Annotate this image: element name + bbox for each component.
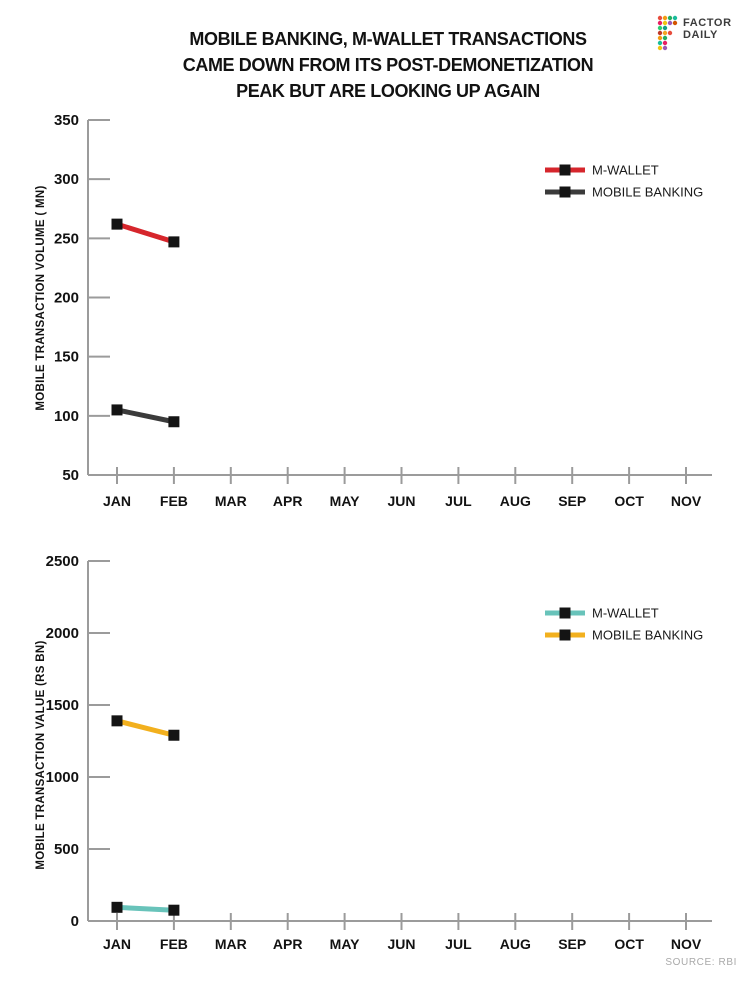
y-tick-label: 250 bbox=[54, 230, 79, 247]
x-tick-label: OCT bbox=[614, 936, 644, 952]
y-tick-label: 350 bbox=[54, 112, 79, 129]
data-point-marker bbox=[111, 715, 123, 727]
data-point-marker bbox=[168, 236, 180, 248]
y-tick-label: 300 bbox=[54, 171, 79, 188]
data-point-marker bbox=[111, 404, 123, 416]
x-tick-label: AUG bbox=[500, 493, 531, 509]
y-tick-label: 1000 bbox=[46, 769, 79, 786]
chart-title-line1: MOBILE BANKING, M-WALLET TRANSACTIONS bbox=[189, 29, 587, 49]
series-line bbox=[116, 718, 175, 738]
logo-dot bbox=[672, 20, 678, 26]
legend-item: MOBILE BANKING bbox=[545, 185, 703, 200]
series-line bbox=[116, 221, 175, 245]
y-tick-label: 150 bbox=[54, 349, 79, 366]
logo-dot bbox=[657, 40, 663, 46]
logo-text-line1: FACTOR bbox=[683, 17, 732, 29]
legend-item: M-WALLET bbox=[545, 163, 659, 178]
logo-dot bbox=[667, 15, 673, 21]
y-tick-label: 100 bbox=[54, 408, 79, 425]
logo-dot bbox=[662, 30, 668, 36]
data-point-marker bbox=[111, 218, 123, 230]
series-line bbox=[116, 407, 175, 425]
logo-text-line2: DAILY bbox=[683, 29, 718, 41]
x-tick-label: AUG bbox=[500, 936, 531, 952]
x-tick-label: APR bbox=[273, 493, 303, 509]
x-tick-label: JUN bbox=[387, 493, 415, 509]
x-tick-label: OCT bbox=[614, 493, 644, 509]
legend-label: M-WALLET bbox=[592, 163, 659, 178]
legend-label: MOBILE BANKING bbox=[592, 628, 703, 643]
logo-dot bbox=[662, 45, 668, 51]
legend-marker bbox=[559, 186, 571, 198]
y-tick-label: 200 bbox=[54, 290, 79, 307]
y-tick-label: 500 bbox=[54, 841, 79, 858]
x-tick-label: JAN bbox=[103, 493, 131, 509]
logo-dot bbox=[662, 20, 668, 26]
x-tick-label: MAY bbox=[330, 493, 360, 509]
x-tick-label: JUN bbox=[387, 936, 415, 952]
logo-dot bbox=[657, 35, 663, 41]
x-tick-label: SEP bbox=[558, 493, 586, 509]
x-tick-label: APR bbox=[273, 936, 303, 952]
x-tick-label: NOV bbox=[671, 493, 702, 509]
x-tick-label: JUL bbox=[445, 936, 472, 952]
logo-dot bbox=[672, 15, 678, 21]
legend-marker bbox=[559, 607, 571, 619]
legend-marker bbox=[559, 164, 571, 176]
logo-dot bbox=[657, 15, 663, 21]
data-point-marker bbox=[168, 416, 180, 428]
source-note: SOURCE: RBI bbox=[665, 957, 737, 968]
legend-item: M-WALLET bbox=[545, 606, 659, 621]
legend-item: MOBILE BANKING bbox=[545, 628, 703, 643]
factordaily-f-icon bbox=[657, 15, 678, 51]
logo-dot bbox=[657, 20, 663, 26]
y-tick-label: 2000 bbox=[46, 625, 79, 642]
chart-1: 350 300 250 200 150 100 50 JAN FEB MAR APR MAY JUN JU… bbox=[54, 112, 712, 509]
logo-dot bbox=[667, 30, 673, 36]
x-tick-label: NOV bbox=[671, 936, 702, 952]
x-tick-label: MAY bbox=[330, 936, 360, 952]
y-tick-label: 50 bbox=[62, 467, 79, 484]
logo-dot bbox=[662, 25, 668, 31]
y-tick-label: 0 bbox=[71, 913, 79, 930]
y-tick-label: 1500 bbox=[46, 697, 79, 714]
x-tick-label: JAN bbox=[103, 936, 131, 952]
y-tick-label: 2500 bbox=[46, 553, 79, 570]
logo-dot bbox=[657, 30, 663, 36]
logo-dot bbox=[657, 45, 663, 51]
chart-title-line2: CAME DOWN FROM ITS POST-DEMONETIZATION bbox=[182, 55, 594, 75]
logo-dot bbox=[662, 15, 668, 21]
legend-label: M-WALLET bbox=[592, 606, 659, 621]
legend-marker bbox=[559, 629, 571, 641]
factordaily-logo-text: FACTOR DAILY bbox=[683, 17, 732, 41]
logo-dot bbox=[667, 20, 673, 26]
x-tick-label: MAR bbox=[215, 936, 247, 952]
x-tick-label: SEP bbox=[558, 936, 586, 952]
x-tick-label: JUL bbox=[445, 493, 472, 509]
chart-title: MOBILE BANKING, M-WALLET TRANSACTIONS CA… bbox=[13, 26, 750, 104]
chart-2: 2500 2000 1500 1000 500 0 JAN FEB MAR APR MAY JUN JU… bbox=[46, 553, 712, 952]
legend-label: MOBILE BANKING bbox=[592, 185, 703, 200]
series-line bbox=[116, 904, 175, 913]
logo-dot bbox=[657, 25, 663, 31]
logo-dot bbox=[662, 35, 668, 41]
data-point-marker bbox=[111, 901, 123, 913]
logo-dot bbox=[662, 40, 668, 46]
factordaily-logo: FACTOR DAILY bbox=[656, 14, 732, 52]
x-tick-label: MAR bbox=[215, 493, 247, 509]
data-point-marker bbox=[168, 904, 180, 916]
chart-title-line3: PEAK BUT ARE LOOKING UP AGAIN bbox=[236, 81, 540, 101]
x-tick-label: FEB bbox=[160, 936, 188, 952]
data-point-marker bbox=[168, 729, 180, 741]
x-tick-label: FEB bbox=[160, 493, 188, 509]
